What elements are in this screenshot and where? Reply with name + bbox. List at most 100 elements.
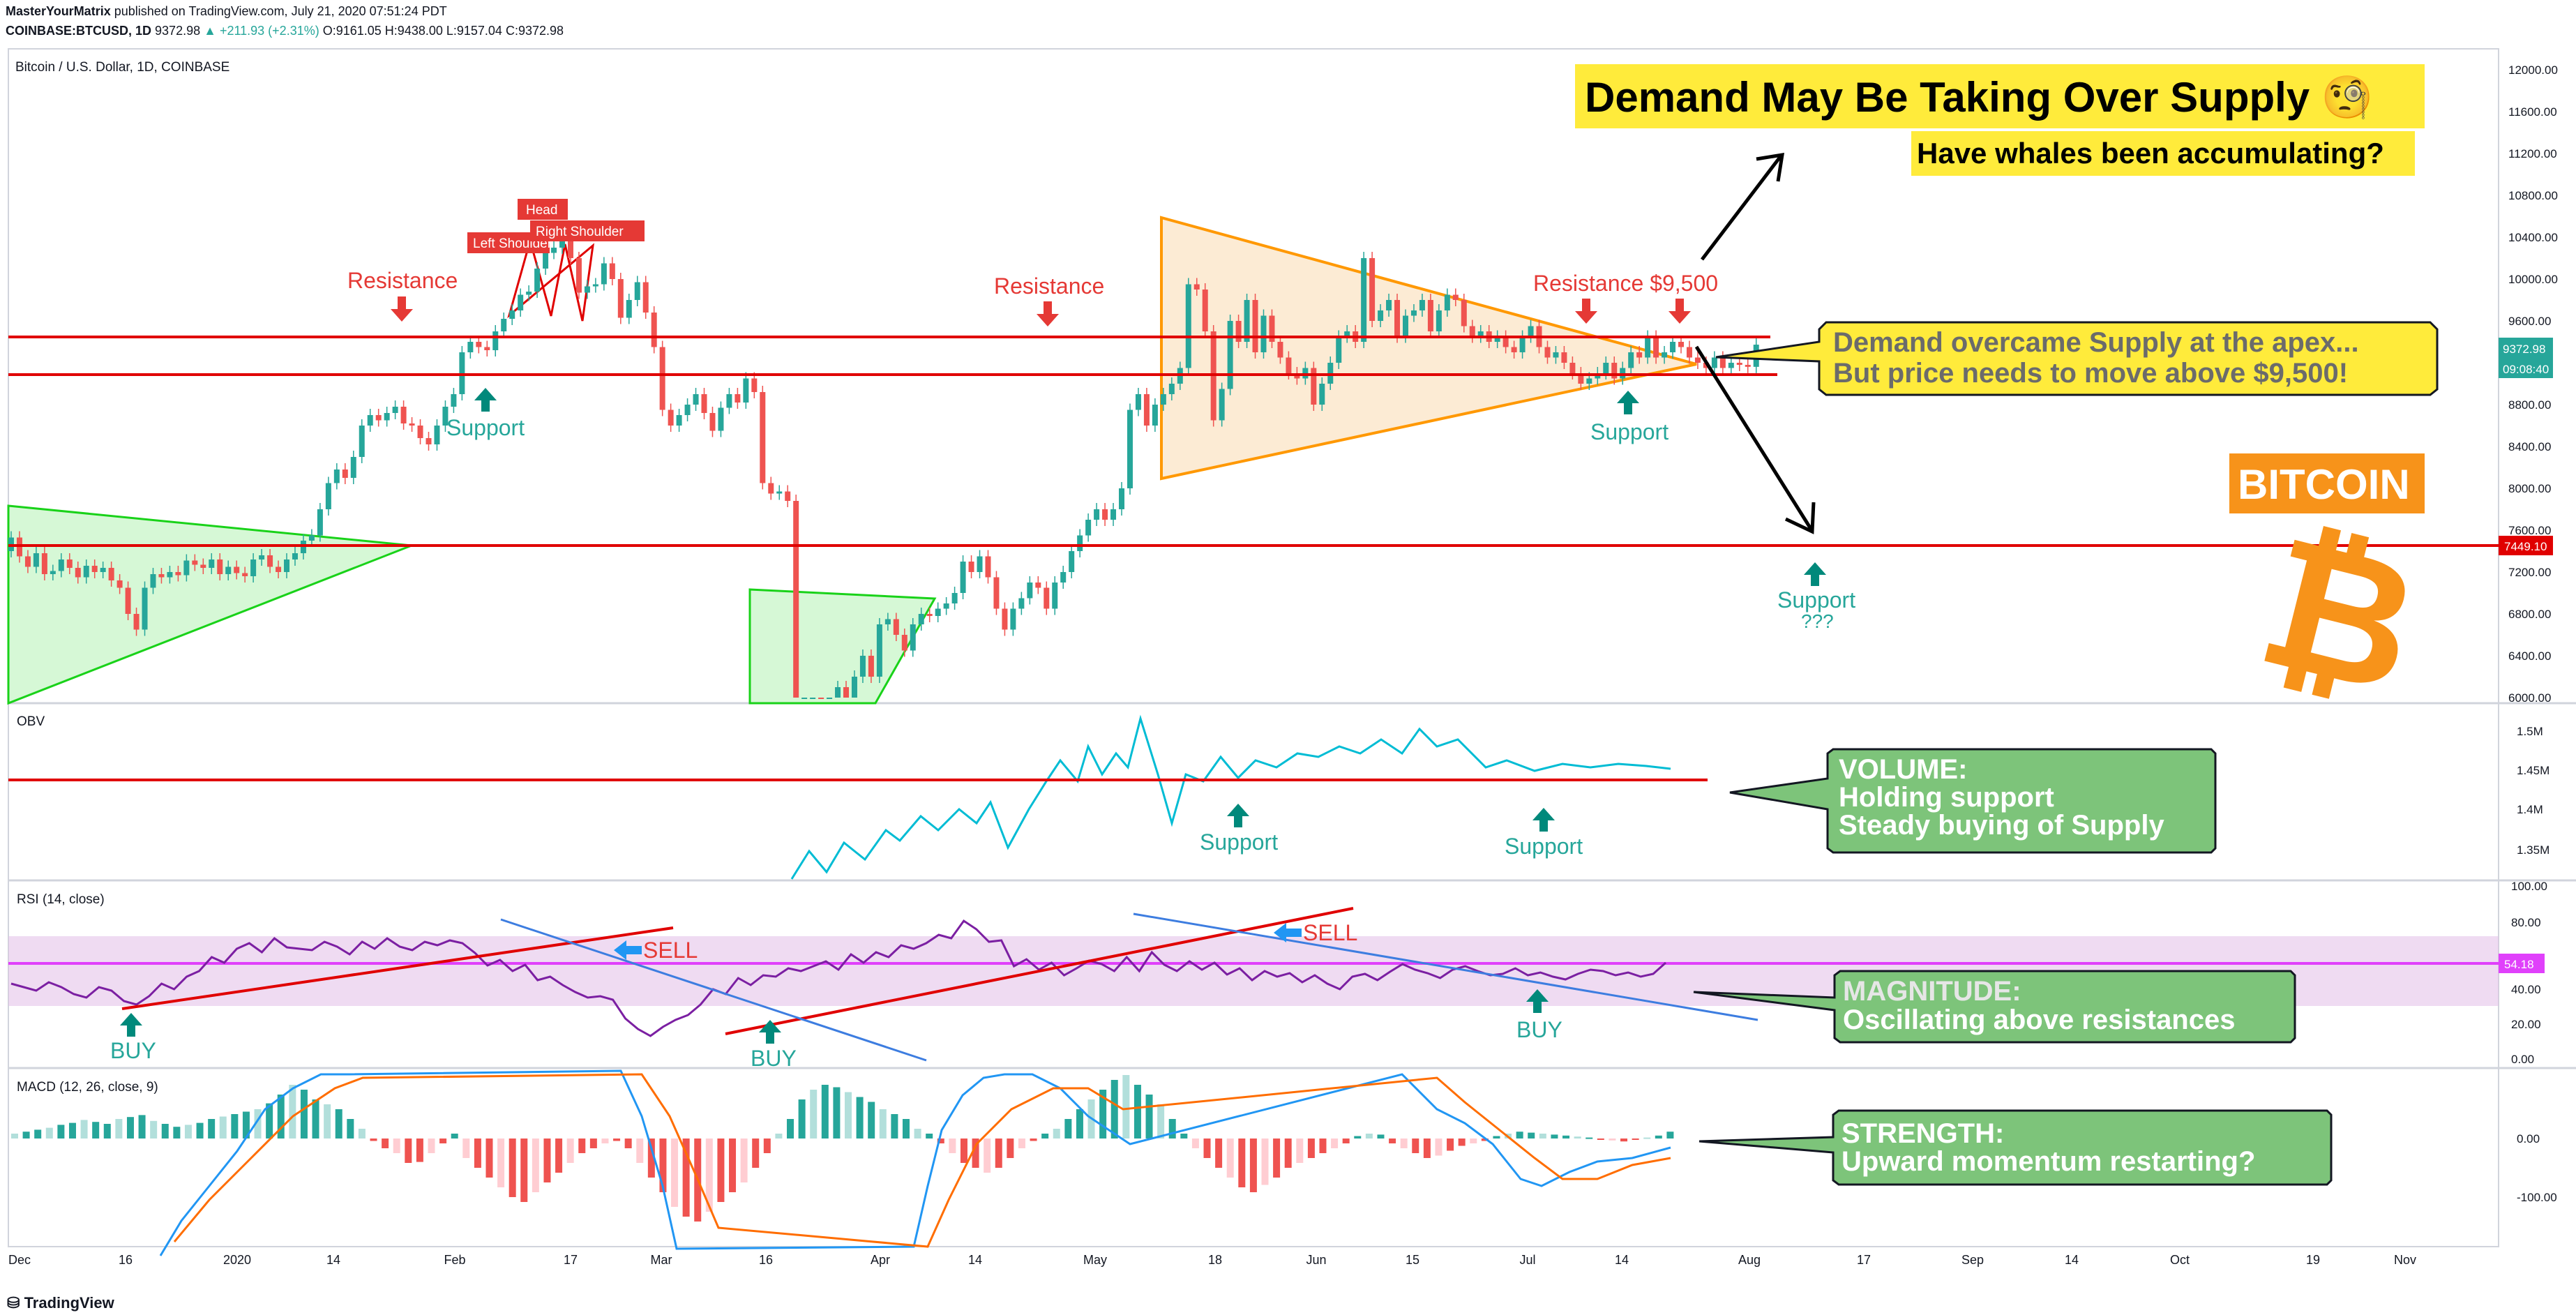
line-price-value: 7449.10 (2504, 540, 2547, 553)
rsi-buy-label-2: BUY (751, 1046, 797, 1071)
price-tick-label: 10400.00 (2508, 231, 2558, 244)
macd-tick-label: -100.00 (2517, 1191, 2557, 1204)
candle-body (835, 687, 841, 698)
candle-body (1252, 300, 1258, 352)
macd-hist-bar (312, 1099, 319, 1139)
candle-body (701, 394, 707, 413)
candle-body (1561, 352, 1567, 363)
candle-body (1736, 363, 1742, 365)
candle-body (534, 269, 541, 292)
candle-body (183, 560, 190, 576)
price-axis[interactable]: 12000.00 11600.00 11200.00 10800.00 10400.00… (2508, 63, 2558, 705)
candle-body (1427, 300, 1433, 331)
arrow-up-icon (1804, 562, 1826, 586)
candle-body (1094, 509, 1100, 520)
macd-hist-bar (1122, 1075, 1130, 1139)
resistance-arrows (391, 296, 1691, 326)
candle-body (1519, 336, 1526, 352)
author-name[interactable]: MasterYourMatrix (6, 4, 111, 18)
candle-body (1678, 342, 1684, 347)
candle-body (943, 603, 949, 609)
macd-hist-bar (1191, 1139, 1199, 1148)
arrow-up-icon (474, 388, 497, 412)
candle-body (543, 253, 549, 269)
candle-body (116, 580, 123, 588)
candle-body (1369, 258, 1376, 321)
candle-body (1402, 315, 1408, 337)
rsi-line (10, 919, 1666, 1037)
candle-body (384, 413, 390, 421)
candle-body (993, 577, 1000, 609)
arrow-down-icon (1575, 299, 1597, 324)
price-tick-label: 11600.00 (2508, 105, 2557, 119)
candle-body (1578, 373, 1584, 384)
candle-body (859, 656, 866, 677)
candle-body (133, 614, 140, 630)
macd-hist-bar (729, 1139, 737, 1192)
candle-body (1127, 409, 1133, 488)
candle-body (1168, 384, 1175, 394)
candle-body (634, 282, 640, 300)
candle-body (1260, 315, 1267, 352)
macd-hist-bar (1053, 1129, 1060, 1139)
macd-hist-bar (485, 1139, 493, 1178)
price-tick-label: 6800.00 (2508, 608, 2551, 621)
candle-body (442, 407, 449, 426)
candle-body (626, 300, 632, 318)
candle-body (1110, 509, 1117, 520)
macd-hist-bar (208, 1119, 216, 1139)
candle-body (425, 438, 432, 444)
support-question-marks: ??? (1801, 610, 1834, 632)
candle-body (350, 457, 356, 478)
rsi-tick-label: 20.00 (2511, 1018, 2541, 1031)
macd-hist-bar (358, 1129, 366, 1139)
candle-body (1461, 300, 1467, 326)
candle-body (1002, 608, 1008, 630)
right-shoulder-tag (530, 220, 645, 241)
time-tick-label: Aug (1738, 1253, 1761, 1267)
candle-body (1452, 294, 1459, 300)
candle-body (827, 698, 833, 699)
price-tick-label: 10000.00 (2508, 273, 2558, 286)
arrow-up-head (1756, 152, 1785, 182)
obv-pane-label: OBV (17, 714, 45, 729)
macd-hist-bar (1273, 1139, 1281, 1178)
candle-body (91, 566, 98, 572)
candle-body (1544, 347, 1551, 358)
macd-hist-bar (613, 1139, 621, 1141)
macd-hist-bar (1609, 1139, 1616, 1141)
obv-tick-label: 1.4M (2517, 803, 2543, 816)
macd-hist-bar (995, 1139, 1002, 1168)
candle-body (743, 378, 749, 403)
tradingview-brand[interactable]: TradingView (24, 1294, 114, 1312)
candle-body (375, 415, 382, 421)
macd-hist-bar (1458, 1139, 1466, 1146)
candle-body (617, 279, 624, 318)
time-tick-label: Dec (8, 1253, 31, 1267)
countdown-value: 09:08:40 (2503, 363, 2549, 376)
chart-header-author-line: MasterYourMatrix published on TradingVie… (6, 4, 447, 19)
candle-body (1528, 326, 1534, 337)
macd-hist-bar (705, 1139, 713, 1212)
macd-hist-bar (868, 1102, 875, 1139)
tradingview-logo-icon: ⛁ (7, 1294, 20, 1312)
candle-body (292, 553, 298, 559)
subhead-text: Have whales been accumulating? (1917, 137, 2384, 170)
macd-hist-bar (289, 1085, 296, 1139)
time-axis[interactable]: Dec 16 2020 14 Feb 17 Mar 16 Apr 14 May 18 Jun 15 Jul 1… (8, 1253, 2416, 1267)
time-tick-label: 19 (2306, 1253, 2320, 1267)
bitcoin-label-box (2229, 453, 2425, 513)
macd-hist-bar (902, 1119, 910, 1139)
rsi-sell-label-2: SELL (1303, 920, 1357, 945)
candle-body (918, 614, 924, 624)
rsi-sell-label-1: SELL (643, 938, 698, 963)
support-label-jul: Support (1590, 419, 1669, 444)
candle-body (467, 342, 474, 352)
time-tick-label: 14 (326, 1253, 340, 1267)
candle-body (409, 423, 415, 426)
macd-line (159, 1069, 1671, 1256)
price-tick-label: 6400.00 (2508, 649, 2551, 663)
candle-body (776, 491, 783, 494)
candle-body (785, 491, 791, 501)
